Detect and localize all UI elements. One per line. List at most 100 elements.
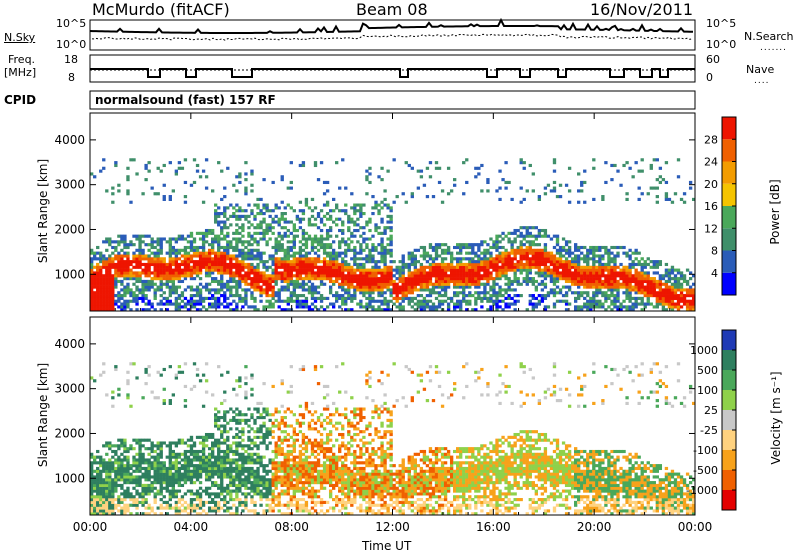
- power-cell: [328, 257, 333, 261]
- power-cell: [277, 262, 281, 267]
- power-cell: [289, 180, 293, 185]
- power-cell: [183, 288, 188, 292]
- velocity-cell: [232, 503, 236, 507]
- velocity-cell: [232, 481, 236, 485]
- power-cell: [570, 291, 575, 295]
- power-cell: [613, 296, 617, 300]
- power-cell: [223, 291, 227, 295]
- power-cell: [141, 288, 145, 292]
- velocity-cell: [138, 466, 142, 471]
- power-cell: [147, 285, 151, 289]
- power-cell: [604, 296, 608, 300]
- velocity-cell: [186, 458, 191, 462]
- power-cell: [335, 294, 339, 298]
- power-cell: [204, 296, 209, 300]
- power-cell: [99, 296, 103, 300]
- power-cell: [256, 279, 260, 284]
- power-cell: [440, 268, 445, 272]
- power-cell: [229, 308, 233, 312]
- power-cell: [156, 251, 160, 255]
- power-cell: [456, 285, 460, 289]
- power-cell: [610, 245, 614, 250]
- power-cell: [141, 251, 145, 255]
- power-cell: [93, 175, 97, 179]
- velocity-cell: [156, 464, 160, 468]
- velocity-cell: [229, 489, 233, 493]
- power-cell: [111, 294, 115, 298]
- velocity-cell: [235, 489, 239, 493]
- power-cell: [607, 296, 611, 300]
- power-cell: [531, 279, 535, 284]
- power-cell: [235, 248, 239, 252]
- power-cell: [422, 299, 427, 303]
- power-cell: [570, 260, 575, 264]
- power-cell: [483, 262, 487, 267]
- power-cell: [546, 260, 551, 264]
- power-cell: [383, 285, 387, 289]
- velocity-cell: [150, 441, 154, 445]
- power-cell: [513, 277, 517, 281]
- power-cell: [501, 260, 505, 264]
- power-cell: [667, 279, 672, 284]
- velocity-cell: [147, 461, 151, 465]
- power-cell: [268, 214, 272, 218]
- power-cell: [407, 163, 411, 168]
- power-cell: [501, 178, 505, 182]
- power-cell: [401, 274, 405, 278]
- power-cell: [453, 279, 457, 284]
- power-cell: [347, 262, 351, 267]
- power-cell: [574, 274, 578, 278]
- velocity-cell: [217, 495, 221, 499]
- power-cell: [217, 260, 221, 264]
- power-cell: [153, 240, 157, 244]
- power-cell: [262, 271, 266, 275]
- power-cell: [640, 265, 644, 269]
- power-cell: [437, 279, 442, 284]
- power-cell: [319, 237, 324, 241]
- velocity-cell: [111, 509, 115, 513]
- power-cell: [380, 245, 384, 250]
- power-cell: [456, 302, 460, 306]
- power-cell: [480, 251, 484, 255]
- power-cell: [607, 254, 611, 258]
- power-cell: [480, 163, 484, 168]
- power-cell: [592, 248, 596, 252]
- power-cell: [141, 294, 145, 298]
- power-cell: [235, 231, 239, 235]
- velocity-cell: [105, 475, 109, 479]
- power-cell: [304, 299, 309, 303]
- power-cell: [344, 277, 348, 281]
- power-cell: [368, 288, 372, 292]
- power-cell: [446, 285, 451, 289]
- power-cell: [268, 279, 272, 284]
- power-cell: [595, 268, 599, 272]
- power-cell: [280, 226, 284, 230]
- power-cell: [383, 248, 387, 252]
- power-cell: [211, 237, 215, 241]
- power-cell: [256, 240, 260, 244]
- velocity-cell: [211, 472, 215, 476]
- power-cell: [637, 296, 641, 300]
- power-cell: [316, 214, 321, 218]
- power-cell: [564, 251, 569, 255]
- power-cell: [446, 282, 451, 286]
- power-cell: [183, 262, 188, 267]
- power-cell: [241, 277, 245, 281]
- power-cell: [207, 282, 212, 286]
- power-cell: [298, 294, 303, 298]
- power-cell: [383, 296, 387, 300]
- power-cell: [183, 158, 188, 162]
- power-cell: [377, 288, 381, 292]
- power-cell: [543, 268, 548, 272]
- velocity-cell: [232, 416, 236, 420]
- power-cell: [649, 277, 653, 281]
- power-cell: [356, 302, 360, 306]
- power-cell: [268, 294, 272, 298]
- power-cell: [528, 243, 532, 247]
- velocity-cell: [198, 500, 203, 504]
- velocity-cell: [226, 444, 230, 448]
- power-cell: [328, 226, 333, 230]
- power-cell: [90, 308, 94, 312]
- power-cell: [664, 161, 669, 165]
- power-cell: [123, 305, 127, 309]
